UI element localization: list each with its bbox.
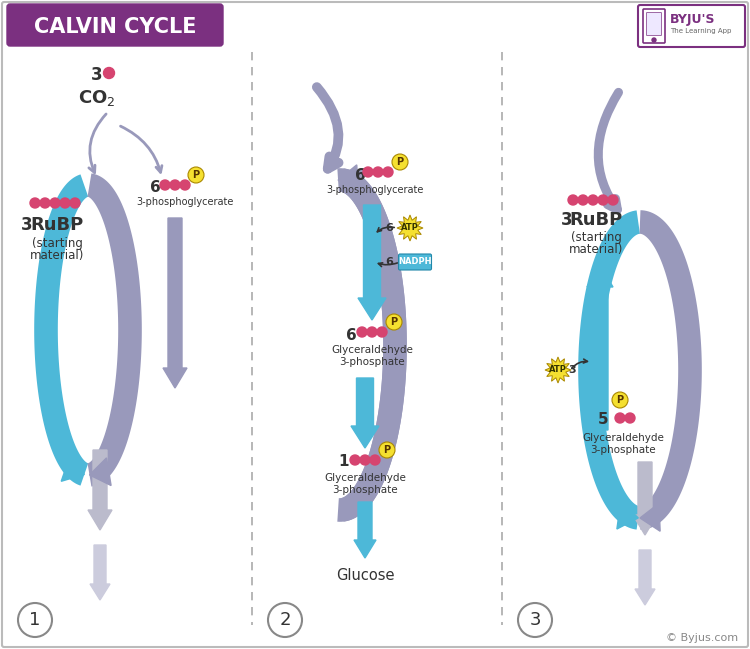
Text: RuBP: RuBP bbox=[30, 216, 84, 234]
Circle shape bbox=[60, 198, 70, 208]
Polygon shape bbox=[640, 503, 660, 532]
Circle shape bbox=[598, 195, 608, 205]
FancyBboxPatch shape bbox=[7, 4, 223, 46]
Circle shape bbox=[392, 154, 408, 170]
Circle shape bbox=[70, 198, 80, 208]
Text: Glucose: Glucose bbox=[336, 567, 394, 583]
Circle shape bbox=[625, 413, 635, 423]
Circle shape bbox=[50, 198, 60, 208]
Text: ATP: ATP bbox=[401, 223, 419, 232]
Text: Glyceraldehyde: Glyceraldehyde bbox=[324, 473, 406, 483]
FancyBboxPatch shape bbox=[646, 12, 662, 36]
Circle shape bbox=[40, 198, 50, 208]
Polygon shape bbox=[587, 265, 613, 430]
Circle shape bbox=[367, 327, 377, 337]
Text: ATP: ATP bbox=[549, 365, 567, 374]
Text: P: P bbox=[397, 157, 404, 167]
Text: 5: 5 bbox=[598, 413, 608, 428]
Text: P: P bbox=[193, 170, 200, 180]
Text: © Byjus.com: © Byjus.com bbox=[666, 633, 738, 643]
Text: 6: 6 bbox=[385, 223, 393, 233]
Circle shape bbox=[373, 167, 383, 177]
Polygon shape bbox=[342, 169, 363, 197]
Circle shape bbox=[30, 198, 40, 208]
Polygon shape bbox=[635, 550, 655, 605]
Circle shape bbox=[188, 167, 204, 183]
Text: 1: 1 bbox=[29, 611, 40, 629]
FancyBboxPatch shape bbox=[643, 9, 665, 43]
Text: BYJU'S: BYJU'S bbox=[670, 12, 716, 25]
Polygon shape bbox=[88, 450, 112, 530]
Circle shape bbox=[612, 392, 628, 408]
Polygon shape bbox=[89, 458, 111, 485]
Polygon shape bbox=[617, 501, 638, 529]
Circle shape bbox=[379, 442, 395, 458]
Polygon shape bbox=[163, 218, 187, 388]
Circle shape bbox=[170, 180, 180, 190]
Circle shape bbox=[350, 455, 360, 465]
Text: P: P bbox=[616, 395, 623, 405]
Circle shape bbox=[360, 455, 370, 465]
Circle shape bbox=[370, 455, 380, 465]
Text: 3-phosphate: 3-phosphate bbox=[590, 445, 656, 455]
Text: 1: 1 bbox=[339, 454, 350, 469]
Polygon shape bbox=[338, 165, 358, 193]
FancyBboxPatch shape bbox=[398, 254, 431, 270]
Text: material): material) bbox=[30, 249, 84, 262]
Text: RuBP: RuBP bbox=[569, 211, 622, 229]
Text: material): material) bbox=[568, 243, 623, 256]
Circle shape bbox=[578, 195, 588, 205]
Text: 3: 3 bbox=[561, 211, 573, 229]
Text: P: P bbox=[391, 317, 398, 327]
Text: CALVIN CYCLE: CALVIN CYCLE bbox=[34, 17, 197, 37]
Circle shape bbox=[588, 195, 598, 205]
Text: 3-phosphoglycerate: 3-phosphoglycerate bbox=[326, 185, 424, 195]
Polygon shape bbox=[351, 378, 379, 448]
Circle shape bbox=[160, 180, 170, 190]
Text: 6: 6 bbox=[385, 257, 393, 267]
Circle shape bbox=[608, 195, 618, 205]
Text: Glyceraldehyde: Glyceraldehyde bbox=[582, 433, 664, 443]
Text: 6: 6 bbox=[355, 167, 365, 182]
Circle shape bbox=[18, 603, 52, 637]
Text: 3: 3 bbox=[92, 66, 103, 84]
Text: (starting: (starting bbox=[32, 236, 83, 249]
Polygon shape bbox=[633, 462, 657, 535]
Circle shape bbox=[518, 603, 552, 637]
Circle shape bbox=[180, 180, 190, 190]
Circle shape bbox=[386, 314, 402, 330]
Polygon shape bbox=[397, 215, 423, 241]
Polygon shape bbox=[545, 357, 571, 383]
Polygon shape bbox=[62, 455, 84, 482]
Circle shape bbox=[383, 167, 393, 177]
Text: (starting: (starting bbox=[571, 230, 622, 243]
Circle shape bbox=[652, 38, 656, 42]
Circle shape bbox=[268, 603, 302, 637]
Polygon shape bbox=[354, 502, 376, 558]
Text: 3: 3 bbox=[530, 611, 541, 629]
Text: 2: 2 bbox=[279, 611, 291, 629]
Circle shape bbox=[377, 327, 387, 337]
Text: 3: 3 bbox=[21, 216, 33, 234]
Text: 3-phosphate: 3-phosphate bbox=[332, 485, 398, 495]
Circle shape bbox=[104, 67, 115, 79]
Circle shape bbox=[357, 327, 367, 337]
Text: 3-phosphate: 3-phosphate bbox=[339, 357, 405, 367]
Text: Glyceraldehyde: Glyceraldehyde bbox=[331, 345, 413, 355]
Circle shape bbox=[615, 413, 625, 423]
Text: NADPH: NADPH bbox=[398, 258, 432, 267]
Polygon shape bbox=[90, 545, 110, 600]
Text: P: P bbox=[383, 445, 391, 455]
Text: The Learning App: The Learning App bbox=[670, 28, 731, 34]
Text: 3: 3 bbox=[568, 365, 576, 375]
Text: CO$_2$: CO$_2$ bbox=[78, 88, 116, 108]
Circle shape bbox=[568, 195, 578, 205]
Text: 6: 6 bbox=[346, 328, 356, 343]
Circle shape bbox=[363, 167, 373, 177]
Polygon shape bbox=[358, 205, 386, 320]
Text: 6: 6 bbox=[149, 180, 160, 195]
Text: 3-phosphoglycerate: 3-phosphoglycerate bbox=[136, 197, 234, 207]
